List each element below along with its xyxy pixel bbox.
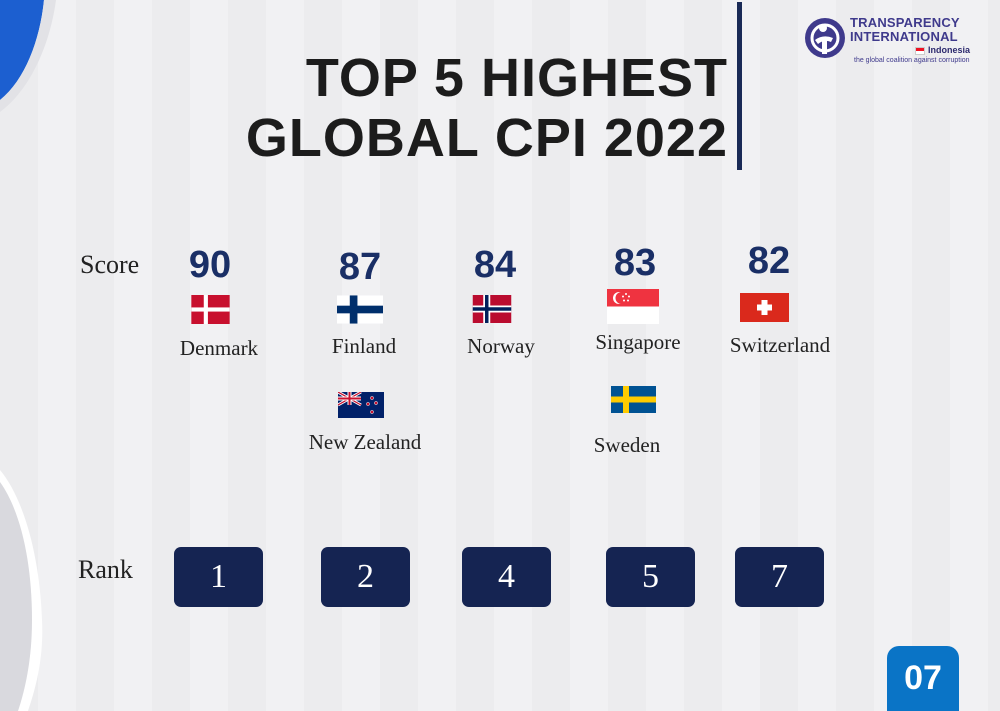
finland-flag-icon <box>337 295 383 324</box>
country-new-zealand: New Zealand <box>308 430 422 454</box>
score-denmark: 90 <box>188 244 232 286</box>
indonesia-flag-icon <box>915 46 925 55</box>
country-singapore: Singapore <box>595 330 681 354</box>
logo-country: Indonesia <box>915 45 970 55</box>
country-finland: Finland <box>331 334 397 358</box>
ti-emblem-icon <box>805 18 845 58</box>
page-title: TOP 5 HIGHEST GLOBAL CPI 2022 <box>150 48 728 168</box>
singapore-flag-icon <box>607 289 659 324</box>
rank-box-norway: 4 <box>462 547 551 607</box>
score-singapore: 83 <box>613 242 657 284</box>
logo-name: TRANSPARENCY INTERNATIONAL <box>850 16 960 44</box>
new-zealand-flag-icon <box>338 392 384 418</box>
country-sweden: Sweden <box>593 433 661 457</box>
switzerland-flag-icon <box>740 293 789 322</box>
country-denmark: Denmark <box>179 336 259 360</box>
title-line-2: GLOBAL CPI 2022 <box>245 108 728 168</box>
transparency-international-logo: TRANSPARENCY INTERNATIONAL Indonesia the… <box>800 14 985 74</box>
logo-country-text: Indonesia <box>928 45 971 55</box>
rank-label: Rank <box>78 555 133 584</box>
logo-name-line-1: TRANSPARENCY <box>850 15 960 30</box>
page-number: 07 <box>887 646 959 711</box>
sweden-flag-icon <box>611 386 656 413</box>
country-norway: Norway <box>467 334 535 358</box>
logo-tagline: the global coalition against corruption <box>854 57 970 64</box>
norway-flag-icon <box>472 295 512 323</box>
score-norway: 84 <box>473 244 517 286</box>
logo-name-line-2: INTERNATIONAL <box>850 29 958 44</box>
country-switzerland: Switzerland <box>729 333 831 357</box>
rank-box-singapore: 5 <box>606 547 695 607</box>
title-divider <box>737 2 742 170</box>
score-label: Score <box>80 250 140 279</box>
score-switzerland: 82 <box>747 240 791 282</box>
title-line-1: TOP 5 HIGHEST <box>305 48 728 108</box>
score-finland: 87 <box>338 246 382 288</box>
rank-box-finland: 2 <box>321 547 410 607</box>
denmark-flag-icon <box>191 295 230 324</box>
rank-box-denmark: 1 <box>174 547 263 607</box>
rank-box-switzerland: 7 <box>735 547 824 607</box>
